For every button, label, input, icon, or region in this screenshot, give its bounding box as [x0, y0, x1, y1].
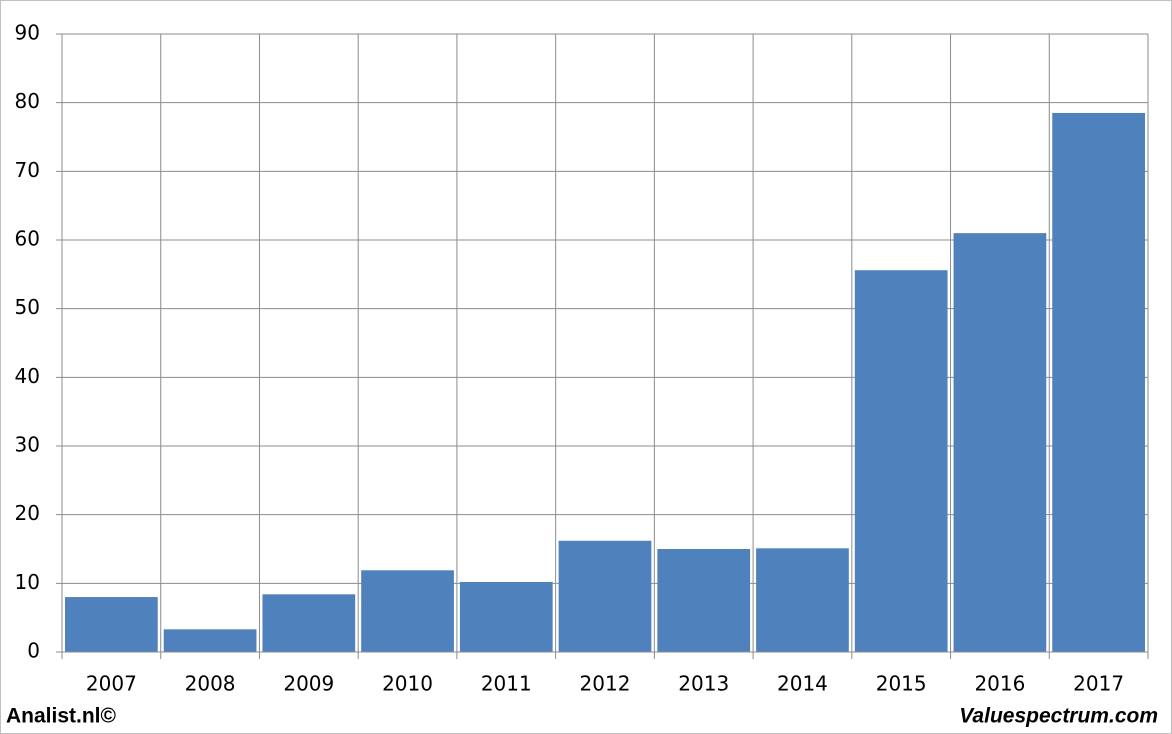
y-tick-label: 10	[15, 570, 40, 594]
bar	[262, 594, 356, 652]
footer-right: Valuespectrum.com	[959, 705, 1158, 728]
bar	[1052, 112, 1145, 652]
y-tick-label: 60	[15, 227, 40, 251]
bar	[657, 549, 751, 652]
y-tick-label: 70	[15, 158, 40, 182]
footer-left: Analist.nl©	[6, 705, 117, 728]
x-tick-label: 2012	[580, 672, 631, 696]
y-tick-label: 40	[15, 364, 40, 388]
x-tick-label: 2014	[777, 672, 828, 696]
bar	[65, 597, 158, 652]
bar	[361, 570, 454, 652]
bar	[756, 548, 849, 652]
bar	[558, 540, 652, 652]
bar	[854, 270, 948, 652]
y-tick-label: 0	[27, 639, 40, 663]
x-tick-label: 2015	[876, 672, 927, 696]
x-tick-label: 2010	[382, 672, 433, 696]
x-tick-label: 2016	[974, 672, 1025, 696]
x-tick-label: 2009	[283, 672, 334, 696]
x-tick-label: 2007	[86, 672, 137, 696]
y-tick-label: 50	[15, 295, 40, 319]
y-tick-label: 80	[15, 89, 40, 113]
bar	[163, 629, 257, 652]
x-tick-label: 2008	[185, 672, 236, 696]
x-tick-label: 2013	[678, 672, 729, 696]
x-tick-label: 2017	[1073, 672, 1124, 696]
bar	[459, 581, 553, 652]
bar	[953, 233, 1047, 652]
y-tick-label: 90	[15, 21, 40, 45]
y-tick-label: 20	[15, 501, 40, 525]
y-tick-label: 30	[15, 433, 40, 457]
x-tick-label: 2011	[481, 672, 532, 696]
